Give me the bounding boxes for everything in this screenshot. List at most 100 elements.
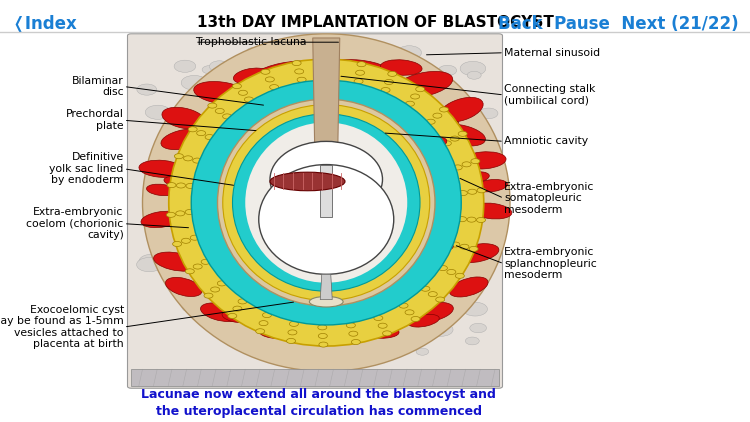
Ellipse shape — [306, 330, 320, 338]
Ellipse shape — [259, 321, 268, 326]
Ellipse shape — [373, 79, 400, 89]
Ellipse shape — [433, 113, 442, 118]
Ellipse shape — [362, 64, 377, 72]
Ellipse shape — [409, 86, 424, 95]
Ellipse shape — [476, 217, 485, 222]
Ellipse shape — [281, 75, 311, 86]
Ellipse shape — [217, 99, 435, 306]
Ellipse shape — [232, 84, 242, 89]
Ellipse shape — [356, 70, 364, 75]
Ellipse shape — [326, 67, 334, 72]
Ellipse shape — [194, 194, 219, 203]
Ellipse shape — [440, 97, 483, 122]
Ellipse shape — [452, 108, 464, 115]
Ellipse shape — [142, 34, 510, 371]
Ellipse shape — [259, 319, 319, 339]
Ellipse shape — [196, 130, 206, 135]
Ellipse shape — [166, 212, 176, 217]
Ellipse shape — [353, 59, 368, 66]
Ellipse shape — [441, 93, 466, 108]
Ellipse shape — [238, 299, 247, 304]
Ellipse shape — [325, 58, 334, 63]
Ellipse shape — [194, 264, 202, 269]
Ellipse shape — [254, 313, 294, 329]
Ellipse shape — [471, 159, 480, 164]
Ellipse shape — [239, 277, 263, 288]
Ellipse shape — [204, 293, 213, 298]
Ellipse shape — [182, 76, 207, 90]
Ellipse shape — [182, 116, 196, 124]
Ellipse shape — [318, 333, 327, 338]
Ellipse shape — [161, 129, 206, 150]
Ellipse shape — [340, 74, 373, 86]
Ellipse shape — [463, 302, 488, 316]
Text: Extra-embryonic
somatopleuric
mesoderm: Extra-embryonic somatopleuric mesoderm — [504, 182, 594, 215]
Ellipse shape — [378, 323, 387, 328]
Ellipse shape — [261, 69, 270, 74]
FancyBboxPatch shape — [128, 34, 502, 388]
Ellipse shape — [346, 69, 362, 78]
Ellipse shape — [176, 183, 185, 188]
Ellipse shape — [430, 326, 446, 334]
Ellipse shape — [214, 141, 243, 154]
Ellipse shape — [428, 258, 464, 273]
Ellipse shape — [410, 94, 419, 99]
Ellipse shape — [471, 203, 512, 219]
Ellipse shape — [437, 124, 485, 146]
Ellipse shape — [455, 273, 464, 279]
Ellipse shape — [430, 323, 453, 336]
Ellipse shape — [217, 281, 226, 286]
Ellipse shape — [346, 323, 355, 328]
Ellipse shape — [222, 310, 251, 323]
Ellipse shape — [416, 137, 447, 150]
Ellipse shape — [319, 342, 328, 347]
Ellipse shape — [249, 326, 272, 338]
Ellipse shape — [462, 162, 471, 167]
Text: Connecting stalk
(umbilical cord): Connecting stalk (umbilical cord) — [504, 84, 596, 106]
Ellipse shape — [382, 331, 392, 336]
Ellipse shape — [441, 290, 464, 303]
Ellipse shape — [467, 217, 476, 222]
Ellipse shape — [405, 310, 414, 315]
Ellipse shape — [470, 323, 487, 333]
Ellipse shape — [154, 252, 199, 271]
Ellipse shape — [136, 257, 162, 272]
Ellipse shape — [215, 108, 224, 114]
Ellipse shape — [349, 313, 394, 328]
Ellipse shape — [401, 317, 415, 325]
Ellipse shape — [381, 87, 390, 92]
Ellipse shape — [357, 62, 366, 67]
Ellipse shape — [274, 345, 298, 358]
Text: Back  Pause  Next (21/22): Back Pause Next (21/22) — [498, 15, 739, 33]
Ellipse shape — [344, 320, 399, 338]
Ellipse shape — [428, 292, 437, 297]
Ellipse shape — [169, 59, 484, 346]
Ellipse shape — [475, 179, 508, 192]
Ellipse shape — [416, 87, 424, 92]
Ellipse shape — [385, 79, 394, 84]
Ellipse shape — [244, 97, 254, 102]
Ellipse shape — [440, 107, 448, 112]
Ellipse shape — [185, 269, 194, 274]
Text: Definitive
yolk sac lined
by endoderm: Definitive yolk sac lined by endoderm — [50, 152, 124, 185]
Ellipse shape — [416, 348, 429, 355]
Polygon shape — [313, 38, 340, 165]
Ellipse shape — [233, 306, 242, 311]
Ellipse shape — [249, 61, 328, 91]
Ellipse shape — [470, 246, 478, 252]
Ellipse shape — [438, 65, 457, 76]
Ellipse shape — [320, 60, 392, 84]
Ellipse shape — [208, 103, 217, 108]
Text: Maternal sinusoid: Maternal sinusoid — [504, 48, 600, 58]
Ellipse shape — [182, 302, 201, 312]
Ellipse shape — [467, 71, 482, 79]
Ellipse shape — [195, 124, 232, 138]
Ellipse shape — [286, 338, 296, 344]
Ellipse shape — [139, 160, 184, 177]
Ellipse shape — [449, 277, 488, 297]
Ellipse shape — [447, 270, 456, 275]
Text: 13th DAY IMPLANTATION OF BLASTOCYST: 13th DAY IMPLANTATION OF BLASTOCYST — [196, 15, 554, 30]
Text: Prechordal
plate: Prechordal plate — [66, 109, 124, 131]
Ellipse shape — [189, 258, 224, 273]
Ellipse shape — [436, 297, 445, 302]
